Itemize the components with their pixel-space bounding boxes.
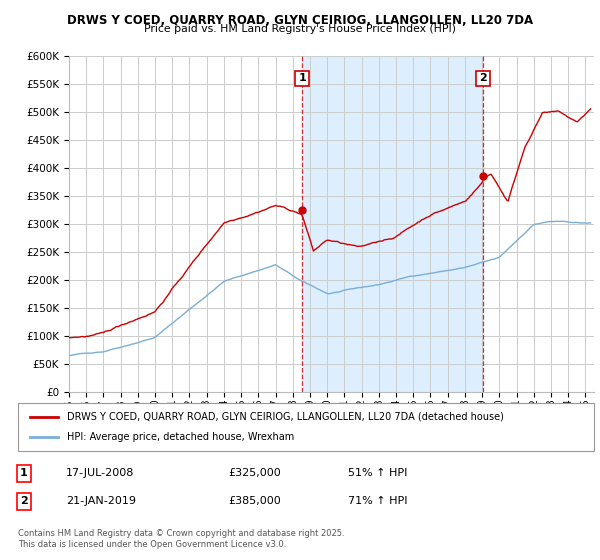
Text: 1: 1 (298, 73, 306, 83)
Text: 1: 1 (20, 468, 28, 478)
Text: HPI: Average price, detached house, Wrexham: HPI: Average price, detached house, Wrex… (67, 432, 294, 442)
FancyBboxPatch shape (18, 403, 594, 451)
Bar (302, 56, 483, 392)
Text: 71% ↑ HPI: 71% ↑ HPI (348, 496, 407, 506)
Text: 2: 2 (479, 73, 487, 83)
Text: £325,000: £325,000 (228, 468, 281, 478)
Text: Price paid vs. HM Land Registry's House Price Index (HPI): Price paid vs. HM Land Registry's House … (144, 24, 456, 34)
Text: 17-JUL-2008: 17-JUL-2008 (66, 468, 134, 478)
Text: 21-JAN-2019: 21-JAN-2019 (66, 496, 136, 506)
Text: 2: 2 (20, 496, 28, 506)
Text: £385,000: £385,000 (228, 496, 281, 506)
Text: DRWS Y COED, QUARRY ROAD, GLYN CEIRIOG, LLANGOLLEN, LL20 7DA (detached house): DRWS Y COED, QUARRY ROAD, GLYN CEIRIOG, … (67, 412, 504, 422)
Text: DRWS Y COED, QUARRY ROAD, GLYN CEIRIOG, LLANGOLLEN, LL20 7DA: DRWS Y COED, QUARRY ROAD, GLYN CEIRIOG, … (67, 14, 533, 27)
Text: Contains HM Land Registry data © Crown copyright and database right 2025.
This d: Contains HM Land Registry data © Crown c… (18, 529, 344, 549)
Text: 51% ↑ HPI: 51% ↑ HPI (348, 468, 407, 478)
